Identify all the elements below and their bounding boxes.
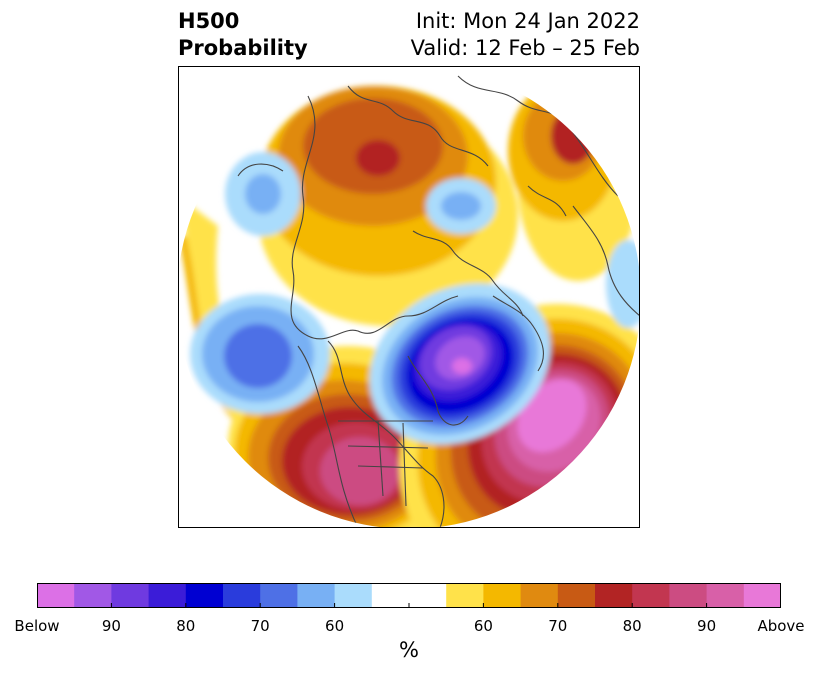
colorbar: [37, 583, 781, 608]
title-variable: Probability: [178, 36, 308, 60]
colorbar-segment: [74, 583, 112, 608]
colorbar-segment: [706, 583, 745, 608]
anomaly-above-eurasia: [258, 86, 518, 326]
colorbar-tick-label: 90: [697, 617, 717, 635]
anomaly-below-arctic: [426, 178, 496, 234]
coastlines: [237, 75, 640, 528]
title-product: H500: [178, 9, 240, 33]
colorbar-segment: [37, 583, 75, 608]
anomaly-below-northwest: [225, 152, 301, 236]
colorbar-tick-label: 70: [250, 617, 270, 635]
title-left: H500 Probability: [178, 8, 308, 62]
colorbar-tick-label: 80: [622, 617, 642, 635]
colorbar-tick-label: 90: [101, 617, 121, 635]
colorbar-tick-label: Below: [14, 617, 60, 635]
colorbar-tick-label: 60: [325, 617, 345, 635]
colorbar-segment: [223, 583, 261, 608]
colorbar-tick-label: 60: [473, 617, 493, 635]
colorbar-unit: %: [399, 638, 419, 662]
colorbar-segment: [557, 583, 596, 608]
colorbar-segment: [185, 583, 224, 608]
colorbar-segment: [595, 583, 633, 608]
colorbar-tick-label: 70: [548, 617, 568, 635]
colorbar-tick-label: Above: [757, 617, 805, 635]
valid-range: Valid: 12 Feb – 25 Feb: [410, 36, 640, 60]
colorbar-segment: [148, 583, 187, 608]
anomaly-below-canada: [369, 283, 551, 445]
colorbar-segment: [111, 583, 150, 608]
probability-fill: [178, 66, 640, 528]
colorbar-segment: [743, 583, 781, 608]
colorbar-segment: [260, 583, 298, 608]
anomaly-below-pacific: [190, 294, 330, 414]
init-date: Init: Mon 24 Jan 2022: [415, 9, 640, 33]
colorbar-segment: [334, 583, 373, 608]
colorbar-segment: [520, 583, 559, 608]
colorbar-segment: [297, 583, 336, 608]
map-border: [178, 66, 640, 528]
title-right: Init: Mon 24 Jan 2022 Valid: 12 Feb – 25…: [411, 8, 640, 62]
colorbar-segment: [371, 583, 410, 608]
colorbar-tick-label: 80: [176, 617, 196, 635]
colorbar-segment: [483, 583, 522, 608]
colorbar-segment: [669, 583, 708, 608]
probability-map: [178, 66, 640, 528]
colorbar-segment: [446, 583, 484, 608]
colorbar-segment: [409, 583, 447, 608]
colorbar-segment: [632, 583, 670, 608]
